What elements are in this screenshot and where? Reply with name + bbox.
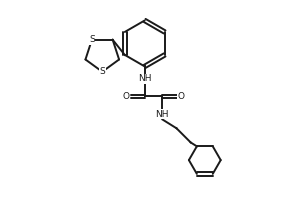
- Text: NH: NH: [138, 74, 152, 83]
- Text: S: S: [89, 35, 95, 44]
- Text: S: S: [99, 67, 105, 76]
- Text: O: O: [177, 92, 184, 101]
- Text: NH: NH: [156, 110, 169, 119]
- Text: O: O: [123, 92, 130, 101]
